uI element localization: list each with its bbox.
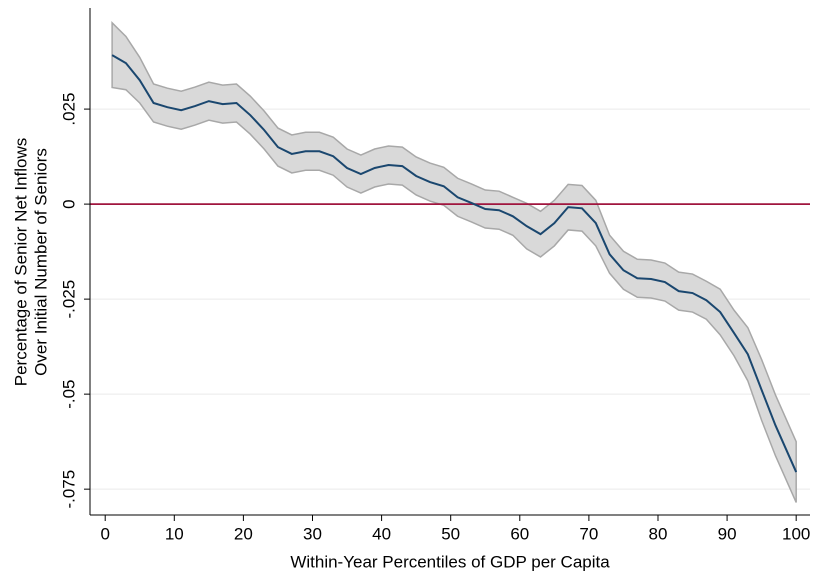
x-tick-label: 10 <box>165 524 184 543</box>
y-tick-label: 0 <box>59 199 78 208</box>
x-tick-label: 0 <box>100 524 109 543</box>
x-tick-label: 60 <box>510 524 529 543</box>
confidence-band <box>111 21 797 503</box>
y-tick-label: -.05 <box>59 379 78 408</box>
y-tick-label: -.025 <box>59 280 78 319</box>
x-tick-label: 40 <box>372 524 391 543</box>
y-tick-label: -.075 <box>59 470 78 509</box>
line <box>111 54 798 473</box>
x-tick-label: 100 <box>782 524 810 543</box>
x-tick-label: 20 <box>234 524 253 543</box>
x-axis-label: Within-Year Percentiles of GDP per Capit… <box>290 552 610 571</box>
plot <box>90 21 810 503</box>
y-tick-label: .025 <box>59 93 78 126</box>
y-axis-label: Over Initial Number of Seniors <box>31 148 50 376</box>
x-tick-label: 80 <box>649 524 668 543</box>
y-axis-label: Percentage of Senior Net Inflows <box>11 138 30 387</box>
x-tick-label: 50 <box>441 524 460 543</box>
x-tick-label: 90 <box>718 524 737 543</box>
x-tick-label: 70 <box>579 524 598 543</box>
x-tick-label: 30 <box>303 524 322 543</box>
